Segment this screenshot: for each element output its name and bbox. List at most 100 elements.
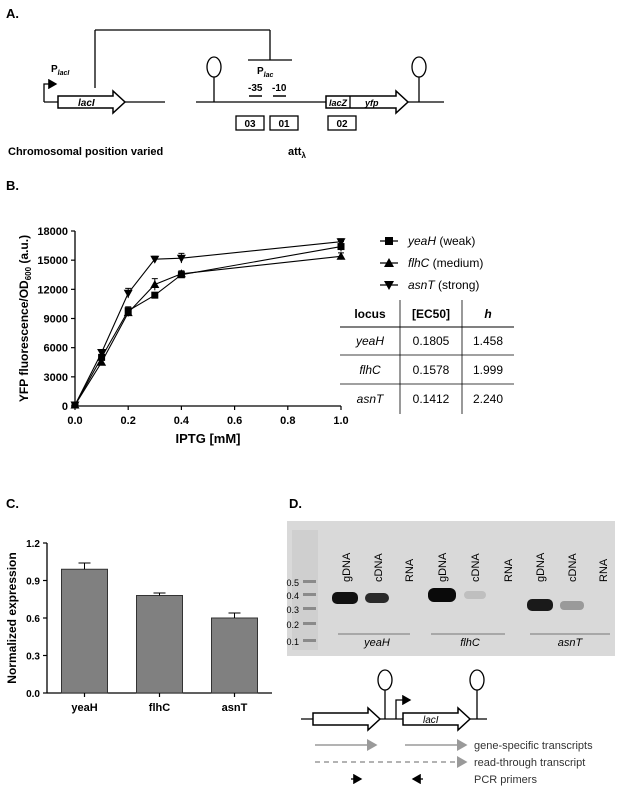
table-cell-h: 2.240 <box>473 392 503 406</box>
y-tick-label: 0.6 <box>26 614 40 625</box>
lane-label: cDNA <box>470 553 482 582</box>
lane-labels: gDNA cDNA RNA gDNA cDNA RNA gDNA cDNA RN… <box>341 552 610 582</box>
data-point-asnT <box>97 349 107 358</box>
lane-label: cDNA <box>567 553 579 582</box>
table-cell-locus: asnT <box>357 392 385 406</box>
gel-image <box>287 521 615 656</box>
y-tick-label: 6000 <box>44 343 68 355</box>
ec50-table: locus [EC50] h yeaH 0.1805 1.458 flhC 0.… <box>340 300 514 414</box>
series-line-yeaH <box>74 246 342 406</box>
x-tick-label: 1.0 <box>333 415 348 427</box>
x-tick-label: 0.4 <box>174 415 190 427</box>
panel-d-label: D. <box>289 496 302 511</box>
transcript-diagram: lacI gene-specific transcripts read-thro… <box>301 669 593 786</box>
x-tick-label: flhC <box>149 702 170 714</box>
table-cell-h: 1.458 <box>473 334 503 348</box>
panel-c-label: C. <box>6 496 19 511</box>
data-point-flhC <box>123 308 133 317</box>
promoter-laci-label: PlacI <box>51 64 70 77</box>
data-point-asnT <box>336 238 346 247</box>
legend-asnt-label: asnT (strong) <box>408 278 479 292</box>
ladder-label: 0.1 <box>286 637 299 647</box>
panel-a-label: A. <box>6 6 19 21</box>
lacz-label: lacZ <box>329 98 348 108</box>
yfp-label: yfp <box>364 98 379 108</box>
lane-label: RNA <box>598 558 610 582</box>
promoter-lac-label: Plac <box>257 66 274 79</box>
data-point-yeaH <box>151 291 159 299</box>
y-tick-label: 1.2 <box>26 539 40 550</box>
table-cell-ec50: 0.1578 <box>413 363 450 377</box>
operator-03-label: 03 <box>244 119 256 130</box>
y-tick-label: 0 <box>62 401 68 413</box>
legend-flhc-marker <box>384 258 394 267</box>
diagram-terminator-2-icon <box>469 669 485 691</box>
data-point-asnT <box>70 401 80 410</box>
series-line-asnT <box>74 241 342 406</box>
ladder-band <box>303 593 316 596</box>
y-tick-label: 0.9 <box>26 577 40 588</box>
y-axis-title: YFP fluorescence/OD600 (a.u.) <box>17 235 33 402</box>
bar-yeaH <box>61 568 108 694</box>
operator-box-02 <box>327 115 357 131</box>
expression-bar-chart: 0.0 0.3 0.6 0.9 1.2 Normalized expression yeaH… <box>5 539 272 714</box>
x-tick-label: yeaH <box>71 702 97 714</box>
group-label-yeah: yeaH <box>363 637 390 649</box>
band-yeah-cdna <box>365 593 389 603</box>
data-point-asnT <box>123 289 133 298</box>
y-tick-label: 18000 <box>37 226 68 238</box>
data-point-yeaH <box>337 243 345 251</box>
laci-gene-label: lacI <box>78 98 95 109</box>
y-tick-label: 3000 <box>44 372 68 384</box>
ladder-lane <box>292 530 318 650</box>
y-axis-title: Normalized expression <box>5 552 19 683</box>
ec50-line-chart: 0 3000 6000 9000 12000 15000 18000 0.0 0.2 0.4 0.6… <box>17 226 349 446</box>
x-tick-label: 0.2 <box>121 415 136 427</box>
x-tick-label: asnT <box>222 702 248 714</box>
data-point-flhC <box>336 251 346 260</box>
lane-label: gDNA <box>437 552 449 582</box>
y-tick-label: 12000 <box>37 284 68 296</box>
legend-flhc-label: flhC (medium) <box>408 256 483 270</box>
data-point-asnT <box>150 255 160 264</box>
chromosomal-position-label: Chromosomal position varied <box>8 146 163 158</box>
ladder-labels: 0.5 0.4 0.3 0.2 0.1 <box>286 578 299 647</box>
legend-gene-specific: gene-specific transcripts <box>474 740 593 752</box>
lane-label: cDNA <box>373 553 385 582</box>
table-header-ec50: [EC50] <box>412 307 450 321</box>
y-tick-label: 15000 <box>37 255 68 267</box>
legend-yeah-marker <box>385 237 393 245</box>
x-tick-label: 0.0 <box>67 415 82 427</box>
band-asnt-gdna <box>527 599 553 611</box>
minus10-label: -10 <box>272 83 287 94</box>
table-cell-ec50: 0.1805 <box>413 334 450 348</box>
band-yeah-gdna <box>332 592 358 604</box>
ladder-label: 0.4 <box>286 591 299 601</box>
data-point-flhC <box>150 279 160 288</box>
x-tick-label: 0.6 <box>227 415 242 427</box>
ladder-band <box>303 580 316 583</box>
bar-asnT <box>211 617 258 694</box>
series-line-flhC <box>74 255 342 406</box>
y-tick-label: 9000 <box>44 314 68 326</box>
diagram-terminator-1-icon <box>377 669 393 691</box>
chart-b-legend: yeaH (weak) flhC (medium) asnT (strong) <box>380 234 483 292</box>
group-label-flhc: flhC <box>460 637 480 649</box>
lane-label: gDNA <box>341 552 353 582</box>
promoter-laci-arrow <box>43 78 58 102</box>
x-tick-label: 0.8 <box>280 415 295 427</box>
ladder-label: 0.5 <box>286 578 299 588</box>
band-flhc-gdna <box>428 588 456 602</box>
diagram-laci-arrow <box>402 706 472 732</box>
lane-label: RNA <box>404 558 416 582</box>
legend-pcr-primers: PCR primers <box>474 774 537 786</box>
ladder-band <box>303 622 316 625</box>
panel-b-label: B. <box>6 178 19 193</box>
legend-yeah-label: yeaH (weak) <box>407 234 475 248</box>
ladder-band <box>303 639 316 642</box>
band-asnt-cdna <box>560 601 584 610</box>
ladder-label: 0.3 <box>286 605 299 615</box>
ladder-bands <box>303 580 316 642</box>
data-point-yeaH <box>98 353 106 361</box>
